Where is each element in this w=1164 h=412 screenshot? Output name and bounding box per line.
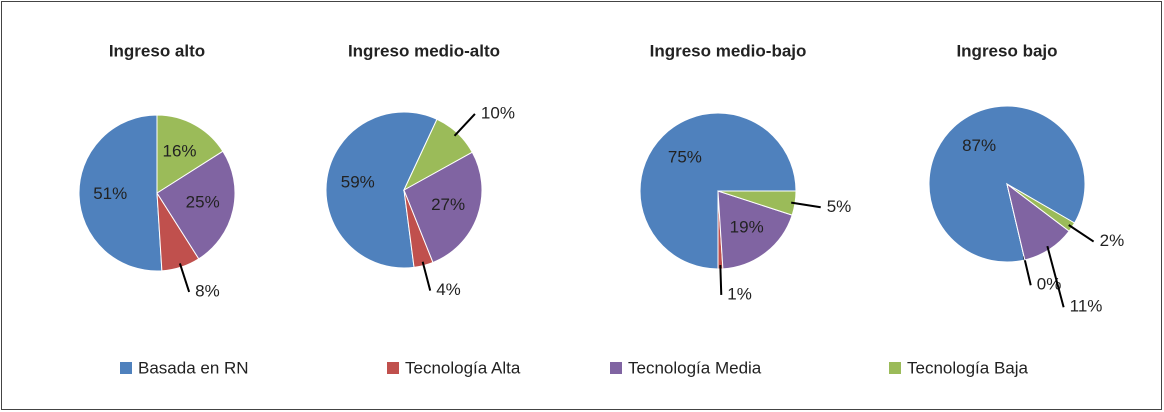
legend-swatch: [120, 362, 132, 374]
data-label: 59%: [341, 172, 375, 191]
legend-label: Tecnología Alta: [405, 358, 521, 377]
pie-slice: [156, 150, 236, 260]
data-label: 5%: [827, 197, 852, 216]
chart-title: Ingreso medio-bajo: [650, 41, 807, 60]
leader-line: [178, 263, 191, 293]
data-label: 10%: [481, 103, 515, 122]
chart-title: Ingreso bajo: [956, 41, 1057, 60]
data-label: 0%: [1037, 275, 1062, 294]
data-label: 75%: [668, 147, 702, 166]
pie-slice: [156, 114, 224, 194]
data-label: 25%: [186, 193, 220, 212]
data-label: 16%: [163, 141, 197, 160]
data-label: 4%: [436, 280, 461, 299]
legend-label: Tecnología Baja: [907, 358, 1029, 377]
legend-label: Basada en RN: [138, 358, 249, 377]
pie-slice: [78, 114, 163, 272]
data-label: 51%: [93, 184, 127, 203]
data-label: 19%: [730, 217, 764, 236]
data-label: 8%: [195, 281, 220, 300]
pie-slice: [639, 112, 797, 270]
data-label: 1%: [727, 284, 752, 303]
leader-line: [1068, 224, 1095, 243]
leader-line: [421, 261, 432, 291]
data-label: 87%: [962, 136, 996, 155]
leader-line: [1022, 255, 1032, 286]
legend-label: Tecnología Media: [628, 358, 762, 377]
legend-swatch: [889, 362, 901, 374]
legend-swatch: [610, 362, 622, 374]
data-label: 27%: [431, 195, 465, 214]
chart-title: Ingreso alto: [109, 41, 205, 60]
legend-swatch: [387, 362, 399, 374]
leader-line: [1046, 245, 1065, 308]
leader-line: [453, 113, 476, 137]
leader-line: [719, 265, 723, 295]
data-label: 2%: [1100, 231, 1125, 250]
leader-line: [791, 201, 821, 209]
chart-title: Ingreso medio-alto: [348, 41, 500, 60]
pie-slice: [325, 111, 438, 269]
data-label: 11%: [1070, 297, 1103, 316]
pie-slice: [717, 190, 793, 270]
